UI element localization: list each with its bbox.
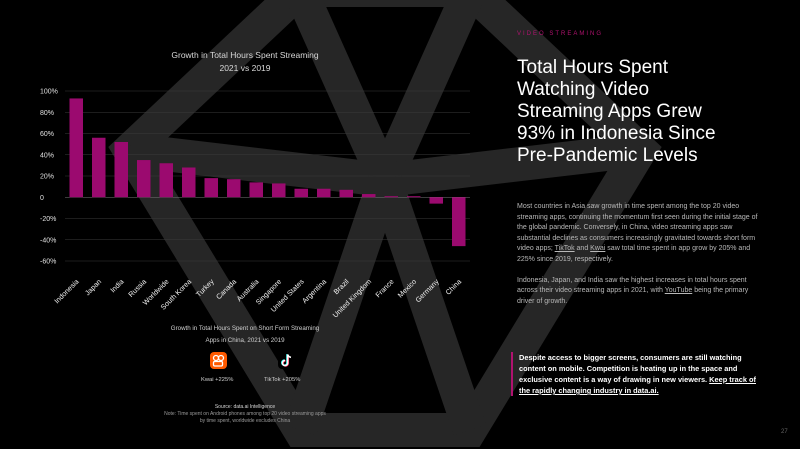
bar-brazil (339, 189, 353, 198)
headline-line: 93% in Indonesia Since (517, 123, 716, 144)
bar-australia (249, 182, 263, 198)
bar-worldwide (159, 163, 173, 198)
y-tick-label: -60% (40, 259, 56, 266)
y-tick-label: 40% (40, 152, 54, 159)
bar-india (114, 142, 128, 198)
body-text-part: and (574, 245, 591, 253)
x-tick-label: Brazil (332, 277, 351, 296)
y-tick-label: -20% (40, 216, 56, 223)
x-tick-label: Indonesia (52, 277, 80, 305)
bar-united-kingdom (362, 194, 376, 198)
body-paragraph-2: Indonesia, Japan, and India saw the high… (517, 276, 762, 308)
youtube-link[interactable]: YouTube (664, 287, 693, 295)
section-tag: VIDEO STREAMING (517, 31, 604, 37)
body-text-part: saw total time spent in app grow by 205%… (517, 245, 751, 263)
page-number: 27 (781, 429, 788, 435)
x-tick-label: Japan (83, 277, 103, 297)
headline-line: Total Hours Spent (517, 57, 669, 78)
note-line: Note: Time spent on Android phones among… (164, 411, 326, 417)
bar-turkey (204, 178, 218, 198)
x-tick-label: Argentina (300, 277, 328, 305)
note-line: by time spent, worldwide excludes China (199, 418, 291, 424)
tiktok-icon (278, 352, 295, 369)
short-form-title: Growth in Total Hours Spent on Short For… (150, 323, 340, 347)
headline-line: Watching Video (517, 79, 650, 100)
headline-line: Streaming Apps Grew (517, 101, 702, 122)
x-tick-label: India (108, 277, 125, 294)
bar-japan (92, 137, 106, 198)
y-tick-label: 80% (40, 110, 54, 117)
bar-south-korea (182, 167, 196, 198)
bar-mexico (407, 196, 421, 198)
y-tick-label: 60% (40, 131, 54, 138)
body-text-part: being the primary driver of growth. (517, 287, 749, 305)
tiktok-link[interactable]: TikTok (554, 245, 575, 253)
x-tick-label: France (373, 277, 395, 299)
y-tick-label: -40% (40, 237, 56, 244)
source-line: Source: data.ai Intelligence (214, 404, 276, 410)
bar-france (384, 196, 398, 198)
x-tick-label: Germany (413, 277, 441, 305)
body-text-part: Indonesia, Japan, and India saw the high… (517, 276, 747, 295)
chart-subtitle: 2021 vs 2019 (219, 63, 271, 73)
y-tick-label: 0 (40, 195, 44, 202)
bar-china (452, 197, 466, 247)
bar-indonesia (69, 98, 83, 198)
headline: Total Hours Spent Watching Video Streami… (517, 57, 777, 167)
x-tick-label: Turkey (194, 277, 216, 299)
bar-canada (227, 179, 241, 198)
x-tick-label: China (444, 277, 464, 297)
bar-argentina (317, 188, 331, 198)
callout-text: Despite access to bigger screens, consum… (519, 353, 742, 384)
bar-singapore (272, 183, 286, 198)
body-paragraph-1: Most countries in Asia saw growth in tim… (517, 202, 762, 266)
tiktok-growth-label: TikTok +205% (264, 377, 301, 383)
short-form-title-line: Growth in Total Hours Spent on Short For… (170, 325, 320, 332)
kwai-link[interactable]: Kwai (590, 245, 606, 253)
bar-germany (429, 197, 443, 204)
y-tick-label: 20% (40, 174, 54, 181)
callout-box: Despite access to bigger screens, consum… (511, 352, 765, 396)
y-tick-label: 100% (40, 89, 58, 96)
body-text: Most countries in Asia saw growth in tim… (517, 202, 762, 317)
bar-united-states (294, 188, 308, 198)
callout-link[interactable]: Keep track of the rapidly changing indus… (519, 375, 756, 395)
headline-line: Pre-Pandemic Levels (517, 145, 698, 166)
chart-title: Growth in Total Hours Spent Streaming (171, 50, 319, 60)
body-text-part: Most countries in Asia saw growth in tim… (517, 203, 758, 253)
source-note: Source: data.ai Intelligence Note: Time … (150, 404, 340, 425)
kwai-icon (210, 352, 227, 369)
short-form-title-line: Apps in China, 2021 vs 2019 (205, 337, 285, 344)
kwai-growth-label: Kwai +225% (201, 377, 234, 383)
bar-russia (137, 160, 151, 198)
